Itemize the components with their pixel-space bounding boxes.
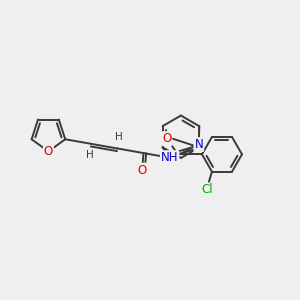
Text: H: H bbox=[86, 150, 94, 160]
Text: O: O bbox=[137, 164, 147, 177]
Text: Cl: Cl bbox=[202, 183, 213, 196]
Text: NH: NH bbox=[161, 151, 178, 164]
Text: O: O bbox=[162, 132, 171, 145]
Text: H: H bbox=[115, 132, 123, 142]
Text: O: O bbox=[44, 145, 53, 158]
Text: N: N bbox=[194, 138, 203, 151]
